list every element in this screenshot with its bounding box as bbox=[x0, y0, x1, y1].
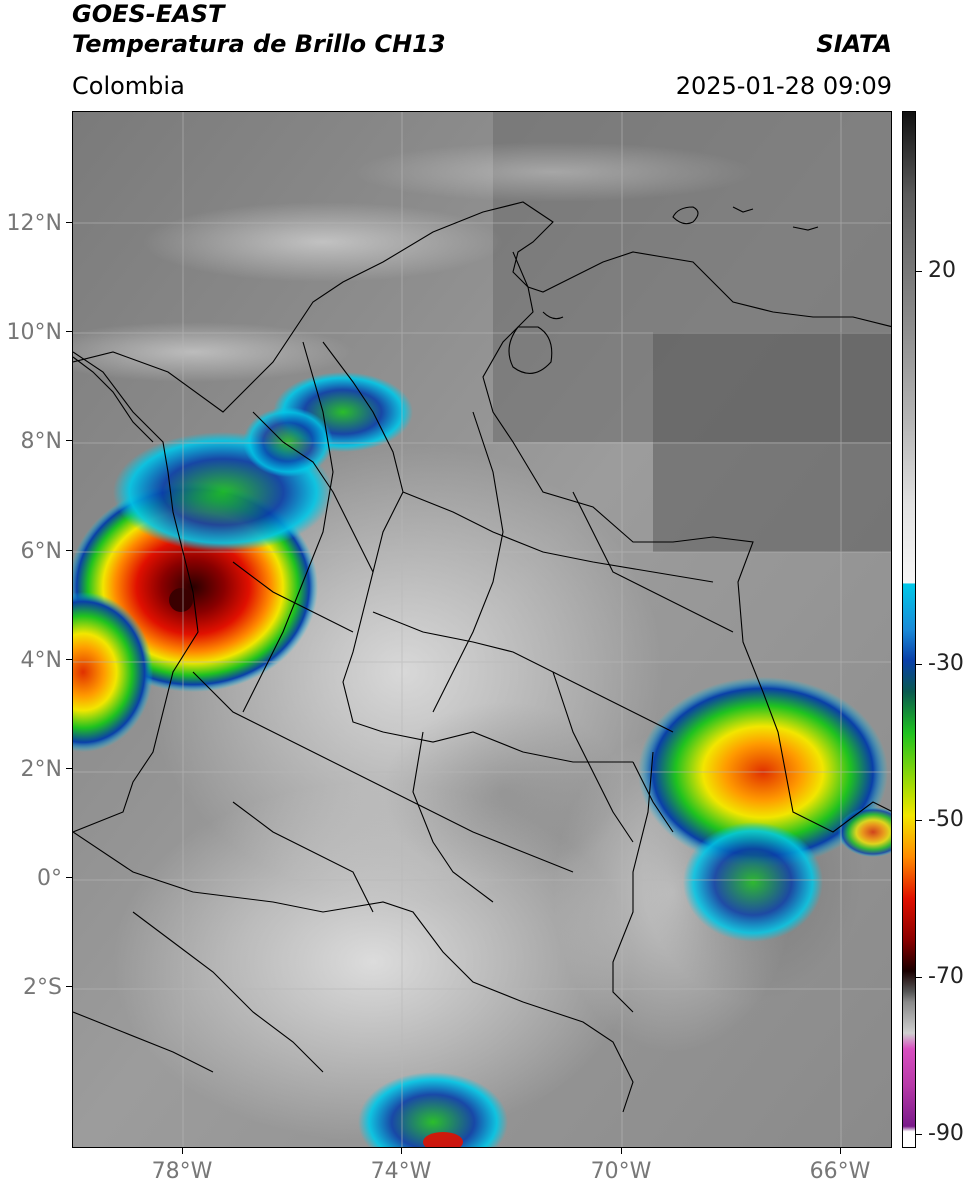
colorbar-tick bbox=[916, 271, 922, 272]
colorbar-label-20: 20 bbox=[928, 258, 956, 283]
datetime-label: 2025-01-28 09:09 bbox=[675, 72, 892, 100]
colorbar-tick bbox=[916, 820, 922, 821]
lat-tick bbox=[66, 986, 72, 987]
map-canvas bbox=[73, 112, 891, 1147]
lon-label-66w: 66°W bbox=[809, 1159, 871, 1184]
lon-tick bbox=[182, 1148, 183, 1154]
lat-label-10n: 10°N bbox=[6, 320, 62, 345]
product-title: Temperatura de Brillo CH13 bbox=[72, 30, 446, 58]
colorbar-tick bbox=[916, 1134, 922, 1135]
satellite-map bbox=[72, 111, 892, 1148]
lon-label-78w: 78°W bbox=[151, 1159, 213, 1184]
lon-label-74w: 74°W bbox=[370, 1159, 432, 1184]
lat-label-4n: 4°N bbox=[20, 648, 62, 673]
lon-label-70w: 70°W bbox=[590, 1159, 652, 1184]
lat-label-8n: 8°N bbox=[20, 429, 62, 454]
lat-tick bbox=[66, 440, 72, 441]
colorbar-tick bbox=[916, 664, 922, 665]
colorbar-label-minus70: -70 bbox=[928, 964, 964, 989]
lon-tick bbox=[401, 1148, 402, 1154]
borders bbox=[73, 201, 891, 1113]
colorbar-label-minus90: -90 bbox=[928, 1121, 964, 1146]
colorbar bbox=[902, 111, 916, 1148]
agency-label: SIATA bbox=[816, 30, 892, 58]
colorbar-label-minus50: -50 bbox=[928, 807, 964, 832]
lat-tick bbox=[66, 768, 72, 769]
lon-tick bbox=[621, 1148, 622, 1154]
lon-tick bbox=[840, 1148, 841, 1154]
lat-label-0: 0° bbox=[37, 866, 62, 891]
lat-tick bbox=[66, 222, 72, 223]
lat-tick bbox=[66, 877, 72, 878]
lat-label-2s: 2°S bbox=[23, 975, 62, 1000]
colorbar-label-minus30: -30 bbox=[928, 651, 964, 676]
lat-tick bbox=[66, 331, 72, 332]
lat-label-6n: 6°N bbox=[20, 539, 62, 564]
lat-tick bbox=[66, 550, 72, 551]
lat-tick bbox=[66, 659, 72, 660]
satellite-title: GOES-EAST bbox=[72, 0, 225, 28]
region-label: Colombia bbox=[72, 72, 185, 100]
storm-pacific bbox=[73, 592, 153, 752]
colorbar-tick bbox=[916, 977, 922, 978]
lat-label-2n: 2°N bbox=[20, 757, 62, 782]
lat-label-12n: 12°N bbox=[6, 211, 62, 236]
